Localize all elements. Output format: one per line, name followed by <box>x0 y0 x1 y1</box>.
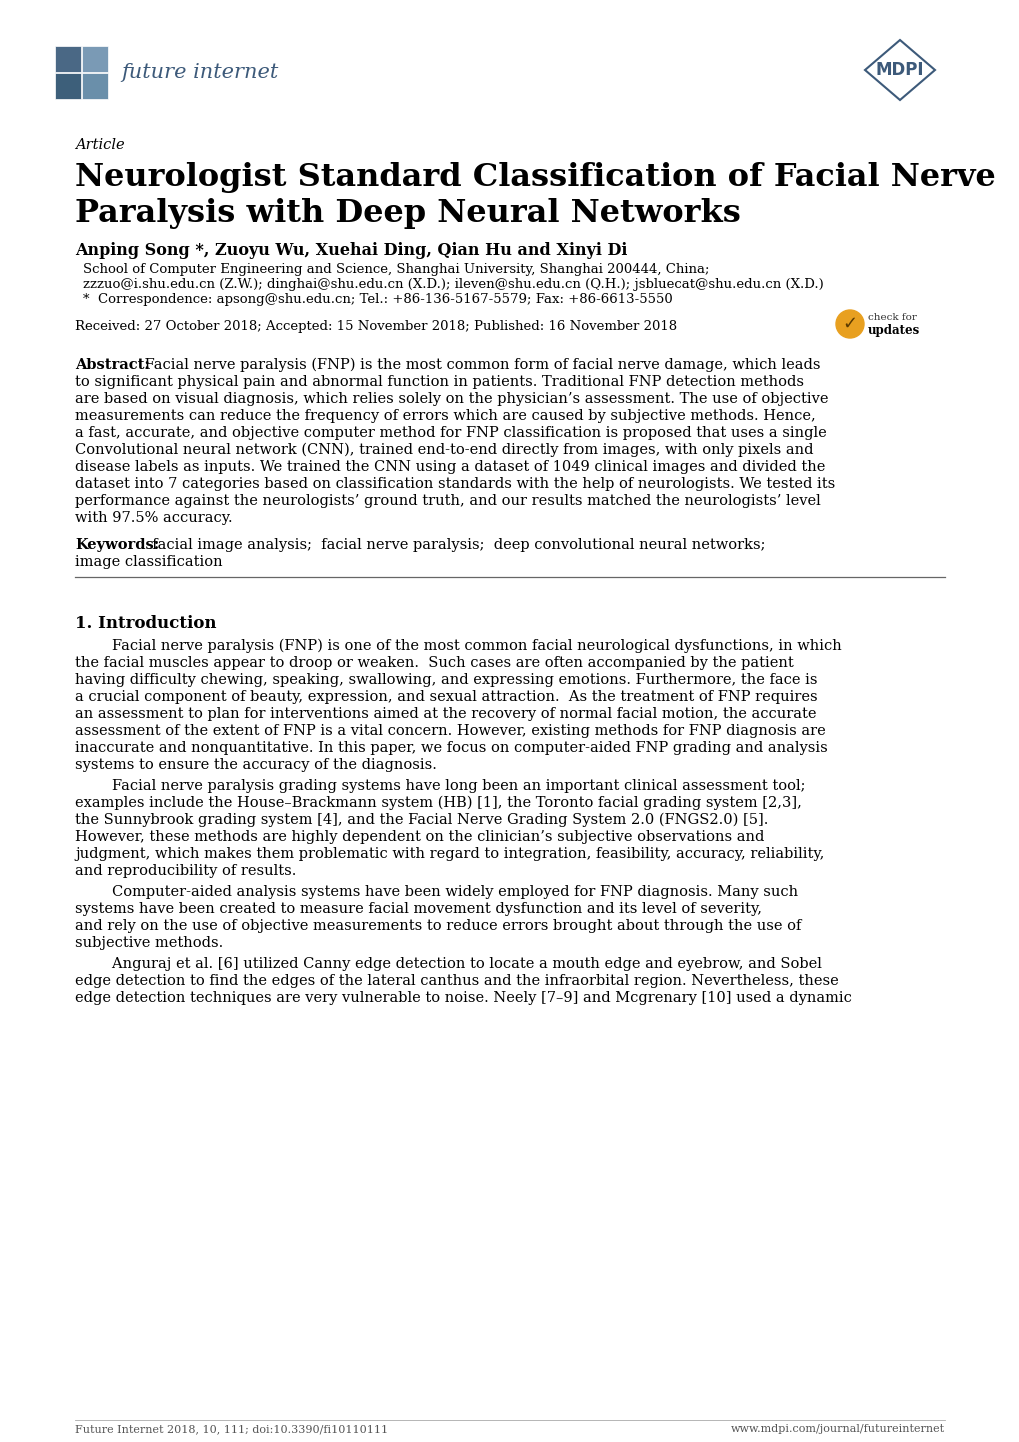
Text: Received: 27 October 2018; Accepted: 15 November 2018; Published: 16 November 20: Received: 27 October 2018; Accepted: 15 … <box>75 320 677 333</box>
Text: Facial nerve paralysis grading systems have long been an important clinical asse: Facial nerve paralysis grading systems h… <box>75 779 805 793</box>
Text: the Sunnybrook grading system [4], and the Facial Nerve Grading System 2.0 (FNGS: the Sunnybrook grading system [4], and t… <box>75 813 767 828</box>
Text: and rely on the use of objective measurements to reduce errors brought about thr: and rely on the use of objective measure… <box>75 919 801 933</box>
Text: edge detection to find the edges of the lateral canthus and the infraorbital reg: edge detection to find the edges of the … <box>75 973 838 988</box>
Text: dataset into 7 categories based on classification standards with the help of neu: dataset into 7 categories based on class… <box>75 477 835 490</box>
Bar <box>82 74 108 99</box>
Text: MDPI: MDPI <box>875 61 923 79</box>
Text: Anguraj et al. [6] utilized Canny edge detection to locate a mouth edge and eyeb: Anguraj et al. [6] utilized Canny edge d… <box>75 957 821 970</box>
Text: Facial nerve paralysis (FNP) is the most common form of facial nerve damage, whi: Facial nerve paralysis (FNP) is the most… <box>140 358 819 372</box>
Text: having difficulty chewing, speaking, swallowing, and expressing emotions. Furthe: having difficulty chewing, speaking, swa… <box>75 673 816 686</box>
Text: examples include the House–Brackmann system (HB) [1], the Toronto facial grading: examples include the House–Brackmann sys… <box>75 796 801 810</box>
Text: Abstract:: Abstract: <box>75 358 150 372</box>
Text: systems to ensure the accuracy of the diagnosis.: systems to ensure the accuracy of the di… <box>75 758 436 771</box>
Text: edge detection techniques are very vulnerable to noise. Neely [7–9] and Mcgrenar: edge detection techniques are very vulne… <box>75 991 851 1005</box>
Text: Article: Article <box>75 138 124 151</box>
Text: image classification: image classification <box>75 555 222 570</box>
Bar <box>55 74 81 99</box>
Text: facial image analysis;  facial nerve paralysis;  deep convolutional neural netwo: facial image analysis; facial nerve para… <box>143 538 764 552</box>
Text: systems have been created to measure facial movement dysfunction and its level o: systems have been created to measure fac… <box>75 903 761 916</box>
Text: disease labels as inputs. We trained the CNN using a dataset of 1049 clinical im: disease labels as inputs. We trained the… <box>75 460 824 474</box>
Text: subjective methods.: subjective methods. <box>75 936 223 950</box>
Text: Anping Song *, Zuoyu Wu, Xuehai Ding, Qian Hu and Xinyi Di: Anping Song *, Zuoyu Wu, Xuehai Ding, Qi… <box>75 242 627 260</box>
Text: assessment of the extent of FNP is a vital concern. However, existing methods fo: assessment of the extent of FNP is a vit… <box>75 724 825 738</box>
Text: Computer-aided analysis systems have been widely employed for FNP diagnosis. Man: Computer-aided analysis systems have bee… <box>75 885 797 898</box>
Text: 1. Introduction: 1. Introduction <box>75 614 216 632</box>
Text: performance against the neurologists’ ground truth, and our results matched the : performance against the neurologists’ gr… <box>75 495 820 508</box>
Text: a fast, accurate, and objective computer method for FNP classification is propos: a fast, accurate, and objective computer… <box>75 425 826 440</box>
Text: the facial muscles appear to droop or weaken.  Such cases are often accompanied : the facial muscles appear to droop or we… <box>75 656 793 671</box>
Circle shape <box>836 310 863 337</box>
Text: zzzuo@i.shu.edu.cn (Z.W.); dinghai@shu.edu.cn (X.D.); ileven@shu.edu.cn (Q.H.); : zzzuo@i.shu.edu.cn (Z.W.); dinghai@shu.e… <box>83 278 823 291</box>
Text: *  Correspondence: apsong@shu.edu.cn; Tel.: +86-136-5167-5579; Fax: +86-6613-555: * Correspondence: apsong@shu.edu.cn; Tel… <box>83 293 673 306</box>
Text: a crucial component of beauty, expression, and sexual attraction.  As the treatm: a crucial component of beauty, expressio… <box>75 691 817 704</box>
Text: inaccurate and nonquantitative. In this paper, we focus on computer-aided FNP gr: inaccurate and nonquantitative. In this … <box>75 741 827 756</box>
Text: Keywords:: Keywords: <box>75 538 159 552</box>
Text: School of Computer Engineering and Science, Shanghai University, Shanghai 200444: School of Computer Engineering and Scien… <box>83 262 709 275</box>
Text: Neurologist Standard Classification of Facial Nerve: Neurologist Standard Classification of F… <box>75 162 995 193</box>
Text: and reproducibility of results.: and reproducibility of results. <box>75 864 297 878</box>
Text: ✓: ✓ <box>842 314 857 333</box>
Text: Facial nerve paralysis (FNP) is one of the most common facial neurological dysfu: Facial nerve paralysis (FNP) is one of t… <box>75 639 841 653</box>
Text: judgment, which makes them problematic with regard to integration, feasibility, : judgment, which makes them problematic w… <box>75 846 823 861</box>
Text: an assessment to plan for interventions aimed at the recovery of normal facial m: an assessment to plan for interventions … <box>75 707 815 721</box>
Text: www.mdpi.com/journal/futureinternet: www.mdpi.com/journal/futureinternet <box>731 1425 944 1433</box>
Text: measurements can reduce the frequency of errors which are caused by subjective m: measurements can reduce the frequency of… <box>75 410 815 423</box>
Text: future internet: future internet <box>121 62 278 82</box>
Text: check for: check for <box>867 313 916 322</box>
Text: Convolutional neural network (CNN), trained end-to-end directly from images, wit: Convolutional neural network (CNN), trai… <box>75 443 813 457</box>
Text: with 97.5% accuracy.: with 97.5% accuracy. <box>75 510 232 525</box>
Text: Future Internet 2018, 10, 111; doi:10.3390/fi10110111: Future Internet 2018, 10, 111; doi:10.33… <box>75 1425 388 1433</box>
Text: Paralysis with Deep Neural Networks: Paralysis with Deep Neural Networks <box>75 198 740 229</box>
Text: However, these methods are highly dependent on the clinician’s subjective observ: However, these methods are highly depend… <box>75 831 763 844</box>
Text: are based on visual diagnosis, which relies solely on the physician’s assessment: are based on visual diagnosis, which rel… <box>75 392 827 407</box>
Bar <box>55 46 81 72</box>
Text: to significant physical pain and abnormal function in patients. Traditional FNP : to significant physical pain and abnorma… <box>75 375 803 389</box>
Text: updates: updates <box>867 324 919 337</box>
Bar <box>82 46 108 72</box>
